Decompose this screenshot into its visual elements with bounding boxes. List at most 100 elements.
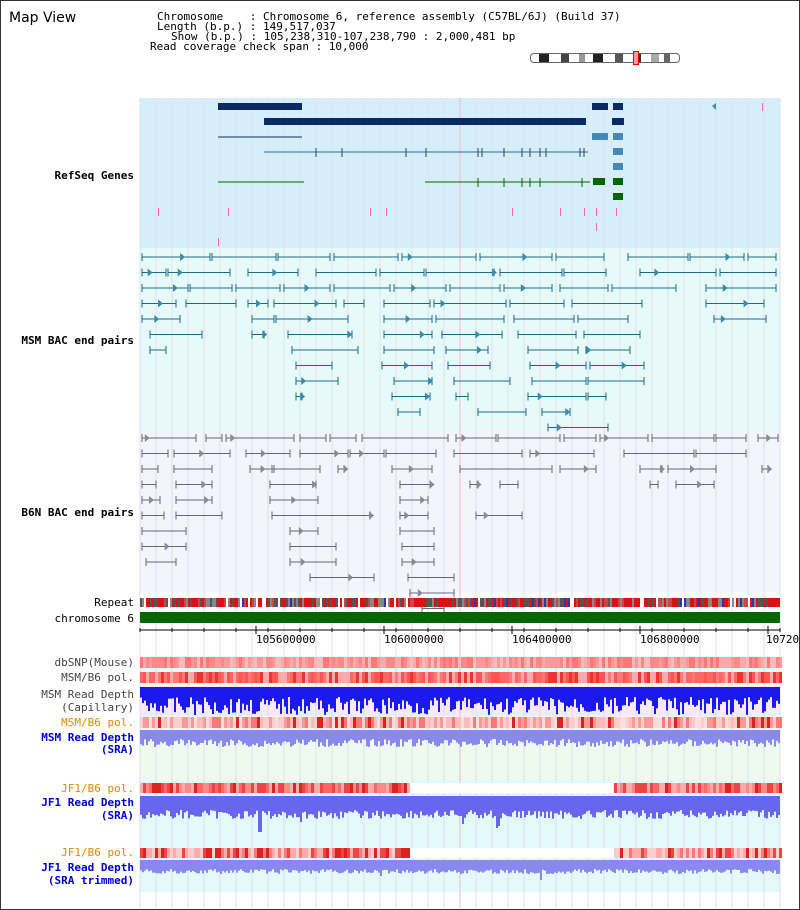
msm-sra-depth-bar <box>498 730 500 743</box>
jf1-b6-pol-heat <box>230 783 233 793</box>
repeat-feature <box>550 598 552 607</box>
msm-capillary-depth-bar <box>254 687 256 714</box>
msm-sra-depth-bar <box>468 730 470 745</box>
msm-b6-pol-heat <box>296 672 299 683</box>
msm-sra-depth-bar <box>174 730 176 742</box>
msm-sra-depth-bar <box>312 730 314 742</box>
jf1-b6-pol-heat <box>545 783 548 793</box>
msm-sra-depth-bar <box>754 730 756 743</box>
msm-capillary-depth-bar <box>752 687 754 710</box>
jf1-b6-pol-heat <box>650 783 653 793</box>
msm-capillary-depth-bar <box>292 687 294 709</box>
msm-sra-depth-bar <box>470 730 472 744</box>
msm-b6-pol2-heat <box>629 717 632 728</box>
jf1-b6-pol2-heat <box>239 848 242 858</box>
jf1-sra-depth-bar <box>546 796 548 812</box>
dbsnp-heat <box>197 657 200 668</box>
msm-bac-pair-end <box>537 392 543 401</box>
dbsnp-heat <box>395 657 398 668</box>
dbsnp-heat <box>221 657 224 668</box>
msm-b6-pol-heat <box>557 672 560 683</box>
jf1-sra-depth-bar <box>694 796 696 817</box>
msm-sra-depth-bar <box>280 730 282 746</box>
msm-b6-pol-heat <box>698 672 701 683</box>
msm-b6-pol2-heat <box>293 717 296 728</box>
jf1-sra-depth-bar <box>720 796 722 814</box>
msm-sra-depth-bar <box>742 730 744 741</box>
msm-sra-depth-bar <box>276 730 278 742</box>
repeat-feature <box>578 598 580 607</box>
msm-sra-depth-bar <box>496 730 498 745</box>
jf1-b6-pol2-heat <box>275 848 278 858</box>
msm-capillary-depth-bar <box>602 687 604 711</box>
jf1-b6-pol-heat <box>521 783 524 793</box>
msm-capillary-depth-bar <box>532 687 534 698</box>
msm-capillary-depth-bar <box>488 687 490 715</box>
msm-b6-pol2-heat <box>539 717 542 728</box>
jf1-b6-pol2-heat <box>377 848 380 858</box>
repeat-feature <box>664 598 666 607</box>
msm-sra-depth-bar <box>234 730 236 746</box>
repeat-feature <box>466 598 468 607</box>
msm-sra-depth-bar <box>228 730 230 746</box>
jf1-b6-pol-heat <box>542 783 545 793</box>
msm-b6-pol2-heat <box>590 717 593 728</box>
dbsnp-heat <box>296 657 299 668</box>
msm-b6-pol-heat <box>761 672 764 683</box>
repeat-feature <box>528 598 530 607</box>
jf1-sra-depth-bar <box>496 796 498 828</box>
dbsnp-heat <box>209 657 212 668</box>
msm-capillary-depth-bar <box>398 687 400 704</box>
msm-b6-pol-heat <box>734 672 737 683</box>
msm-capillary-depth-bar <box>440 687 442 698</box>
jf1-sra-depth-bar <box>726 796 728 811</box>
msm-bac-pair-end <box>654 268 660 277</box>
repeat-feature <box>304 598 306 607</box>
jf1-trimmed-depth-bar <box>344 860 346 872</box>
jf1-b6-pol2-heat <box>251 848 254 858</box>
msm-sra-depth-bar <box>330 730 332 746</box>
jf1-sra-depth-bar <box>766 796 768 819</box>
msm-sra-depth-bar <box>648 730 650 746</box>
dbsnp-heat <box>704 657 707 668</box>
chromosome-ideogram[interactable] <box>530 53 680 63</box>
msm-b6-pol-heat <box>269 672 272 683</box>
msm-capillary-depth-bar <box>194 687 196 715</box>
jf1-b6-pol-heat <box>140 783 143 793</box>
msm-capillary-depth-bar <box>204 687 206 698</box>
msm-capillary-depth-bar <box>208 687 210 706</box>
jf1-sra-depth-bar <box>752 796 754 811</box>
b6n-bac-pair-end <box>312 480 318 489</box>
repeat-label: Repeat <box>94 596 134 609</box>
msm-b6-pol2-heat <box>278 717 281 728</box>
jf1-b6-pol-heat <box>188 783 191 793</box>
msm-sra-depth-bar <box>508 730 510 744</box>
jf1-b6-pol2-heat <box>344 848 347 858</box>
jf1-b6-pol-heat <box>449 783 452 793</box>
dbsnp-heat <box>602 657 605 668</box>
jf1-sra-depth-bar <box>490 796 492 811</box>
msm-sra-depth-bar <box>256 730 258 744</box>
jf1-b6-pol2-heat <box>386 848 389 858</box>
jf1-b6-pol-heat <box>680 783 683 793</box>
repeat-feature <box>632 598 634 607</box>
jf1-b6-pol2-heat <box>563 848 566 858</box>
msm-capillary-depth-bar <box>430 687 432 701</box>
repeat-feature <box>544 598 546 607</box>
jf1-trimmed-depth-bar <box>650 860 652 872</box>
jf1-b6-pol2-heat <box>437 848 440 858</box>
repeat-feature <box>470 598 472 607</box>
jf1-b6-pol2-heat <box>578 848 581 858</box>
jf1-trimmed-depth-bar <box>144 860 146 871</box>
msm-capillary-depth-bar <box>694 687 696 707</box>
jf1-trimmed-depth-bar <box>612 860 614 873</box>
msm-b6-pol2-heat <box>239 717 242 728</box>
jf1-trimmed-depth-bar <box>412 860 414 874</box>
msm-sra-depth-bar <box>422 730 424 741</box>
jf1-trimmed-depth-bar <box>472 860 474 871</box>
jf1-b6-pol2-heat <box>368 848 371 858</box>
msm-sra-depth-bar <box>476 730 478 745</box>
ideogram-position-marker[interactable] <box>633 51 639 65</box>
msm-capillary-depth-bar <box>168 687 170 699</box>
msm-capillary-depth-bar <box>298 687 300 707</box>
